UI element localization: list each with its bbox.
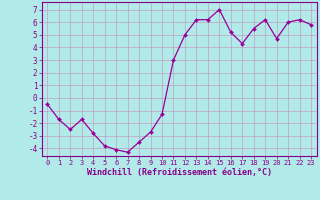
X-axis label: Windchill (Refroidissement éolien,°C): Windchill (Refroidissement éolien,°C) [87, 168, 272, 177]
